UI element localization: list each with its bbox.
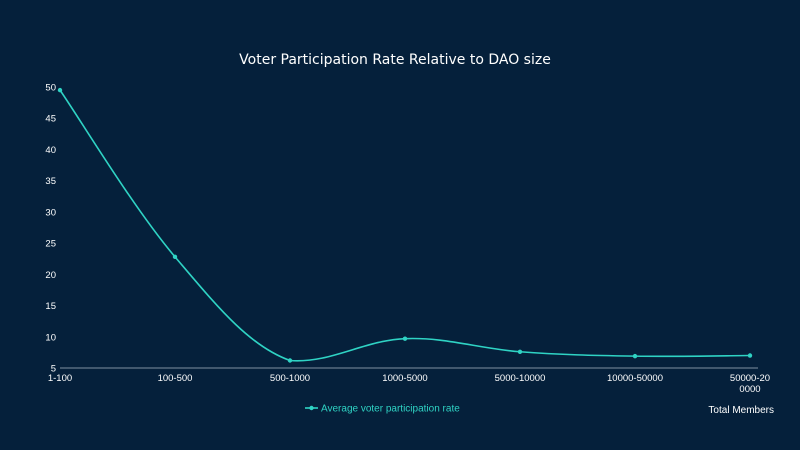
data-point[interactable] — [747, 353, 753, 358]
y-tick-label: 25 — [45, 239, 56, 250]
x-tick-label: 5000-10000 — [495, 373, 546, 384]
y-tick-label: 15 — [45, 301, 56, 312]
x-tick-label: 1-100 — [48, 373, 72, 384]
y-tick-label: 35 — [45, 176, 56, 187]
x-tick-label: 1000-5000 — [382, 373, 427, 384]
data-points — [57, 87, 753, 363]
x-tick-label: 50000-20 0000 — [730, 373, 770, 395]
legend-dot-marker — [309, 405, 314, 411]
series-line — [59, 89, 751, 362]
y-tick-label: 10 — [45, 332, 56, 343]
legend-label: Average voter participation rate — [321, 404, 460, 415]
y-tick-label: 40 — [45, 145, 56, 156]
data-point[interactable] — [632, 353, 638, 359]
data-point[interactable] — [402, 336, 408, 341]
x-axis-ticks: 1-100 100-500 500-1000 1000-5000 5000-10000 1… — [48, 373, 770, 395]
x-tick-label: 100-500 — [158, 373, 193, 384]
data-point[interactable] — [172, 254, 178, 260]
data-point[interactable] — [287, 358, 293, 363]
y-axis-ticks: 5 10 15 20 25 30 35 40 45 50 — [45, 83, 56, 375]
legend[interactable]: Average voter participation rate — [305, 404, 460, 415]
y-tick-label: 20 — [45, 270, 56, 281]
data-point[interactable] — [57, 87, 63, 93]
chart-title: Voter Participation Rate Relative to DAO… — [239, 52, 551, 68]
data-point[interactable] — [517, 349, 523, 354]
y-tick-label: 45 — [45, 114, 56, 125]
x-tick-label: 500-1000 — [270, 373, 310, 384]
x-axis-title: Total Members — [708, 405, 774, 416]
y-tick-label: 30 — [45, 207, 56, 218]
y-tick-label: 5 — [51, 364, 56, 375]
x-tick-label: 10000-50000 — [607, 373, 663, 384]
y-tick-label: 50 — [45, 83, 56, 94]
